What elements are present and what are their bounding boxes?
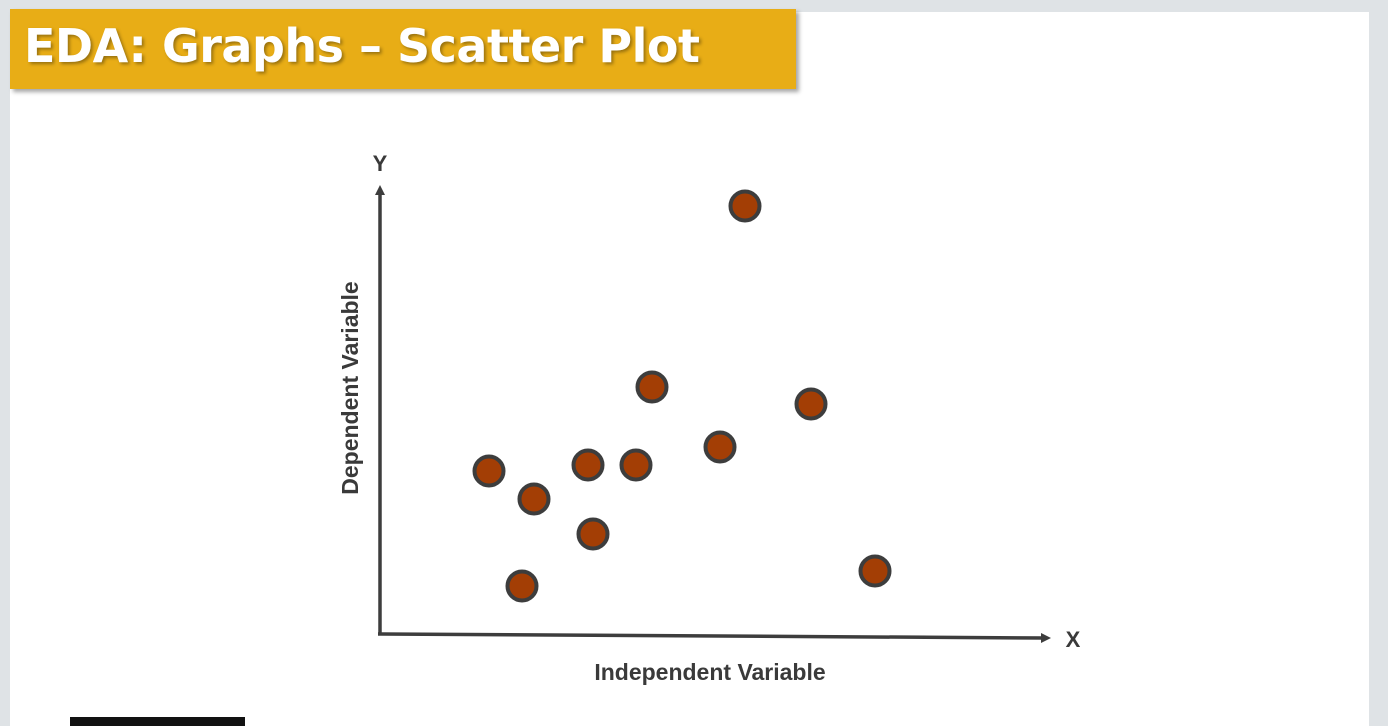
point-6 <box>571 448 605 482</box>
x-axis-letter: X <box>1066 627 1081 652</box>
bottom-bar <box>70 717 245 726</box>
point-1 <box>728 189 762 223</box>
point-2 <box>635 370 669 404</box>
point-5 <box>472 454 506 488</box>
slide-title: EDA: Graphs – Scatter Plot <box>24 19 700 73</box>
x-axis-label: Independent Variable <box>594 659 825 685</box>
point-7 <box>619 448 653 482</box>
point-10 <box>858 554 892 588</box>
point-8 <box>517 482 551 516</box>
point-11 <box>505 569 539 603</box>
y-axis-label: Dependent Variable <box>337 281 363 494</box>
slide-canvas <box>10 12 1369 726</box>
point-9 <box>576 517 610 551</box>
title-banner: EDA: Graphs – Scatter Plot <box>10 9 796 89</box>
point-3 <box>794 387 828 421</box>
point-4 <box>703 430 737 464</box>
y-axis-letter: Y <box>373 151 388 176</box>
x-axis-line <box>377 632 1051 643</box>
scatter-points <box>472 189 892 603</box>
